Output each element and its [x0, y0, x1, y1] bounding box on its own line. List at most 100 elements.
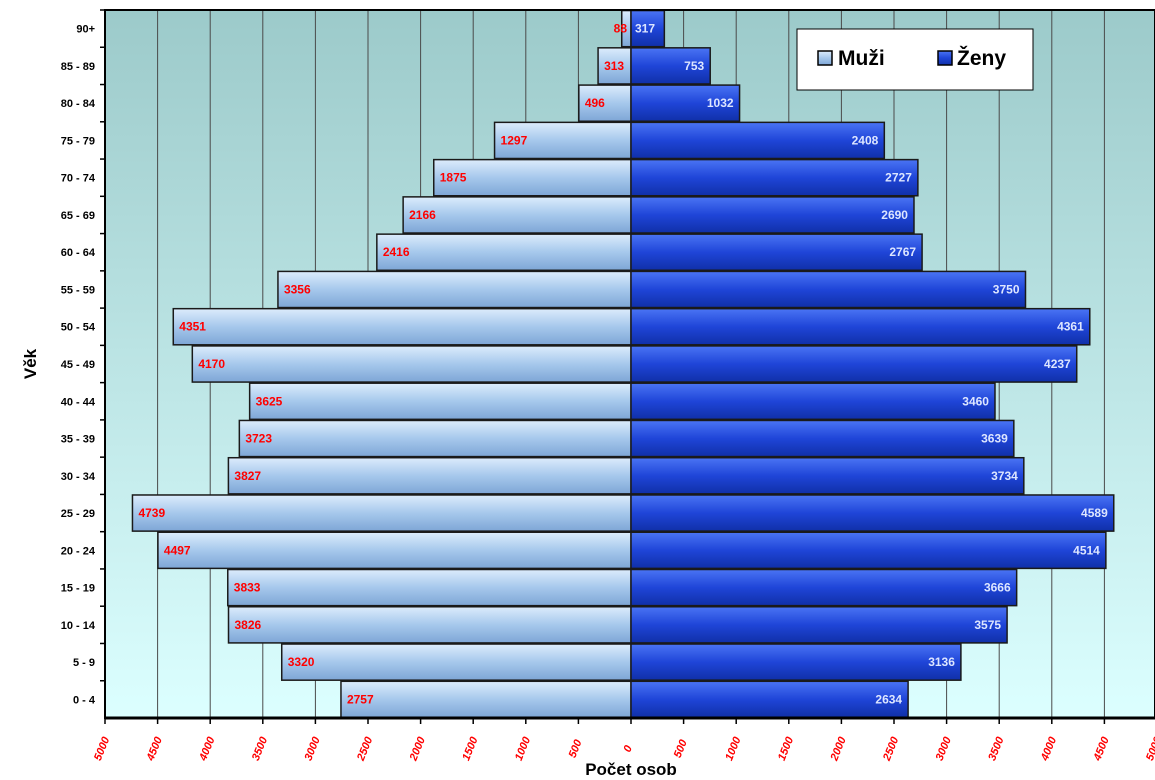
legend-label-muzi: Muži	[838, 47, 885, 70]
data-label-zeny: 2408	[852, 133, 879, 147]
bar-muzi	[402, 196, 632, 234]
bar-zeny	[630, 307, 1091, 346]
data-label-muzi: 496	[585, 96, 605, 110]
y-tick-label: 75 - 79	[61, 135, 95, 147]
data-label-muzi: 2416	[383, 245, 410, 259]
y-tick-label: 90+	[76, 24, 95, 36]
data-label-zeny: 4237	[1044, 357, 1071, 371]
y-tick-label: 45 - 49	[61, 359, 95, 371]
bar-muzi	[493, 121, 632, 160]
data-label-zeny: 3666	[984, 581, 1011, 595]
data-label-muzi: 3723	[245, 432, 272, 446]
bar-zeny	[630, 568, 1018, 607]
bar-zeny	[630, 121, 886, 160]
bar-zeny	[630, 494, 1115, 532]
bar-muzi	[277, 270, 632, 309]
x-tick-label: 5000	[92, 734, 113, 762]
bar-zeny	[630, 531, 1107, 570]
data-label-zeny: 2690	[881, 208, 908, 222]
data-labels: 88 317 313 753 496 1032 1297 2408 1875 2727 2166 26…	[138, 22, 1108, 707]
data-label-muzi: 2166	[409, 208, 436, 222]
bar-zeny	[630, 643, 962, 681]
y-tick-label: 5 - 9	[73, 657, 95, 669]
data-label-zeny: 3639	[981, 432, 1008, 446]
data-label-muzi: 3833	[234, 581, 261, 595]
x-tick-label: 3500	[986, 734, 1007, 762]
data-label-zeny: 3136	[928, 655, 955, 669]
y-tick-label: 85 - 89	[61, 61, 95, 73]
data-label-zeny: 2767	[889, 245, 916, 259]
data-label-muzi: 3826	[235, 618, 262, 632]
x-tick-label: 5000	[1144, 734, 1155, 762]
bar-zeny	[630, 606, 1008, 644]
x-tick-label: 4000	[1038, 734, 1059, 763]
bar-zeny	[630, 158, 919, 197]
bar-zeny	[630, 9, 666, 48]
y-tick-label: 55 - 59	[61, 284, 95, 296]
data-label-zeny: 753	[684, 59, 704, 73]
x-axis-title: Počet osob	[585, 760, 677, 779]
data-label-muzi: 3827	[234, 469, 261, 483]
x-tick-label: 4500	[144, 734, 165, 763]
data-label-zeny: 4514	[1073, 543, 1100, 557]
x-tick-label: 500	[672, 737, 690, 759]
bar-muzi	[376, 233, 632, 272]
bar-zeny	[630, 456, 1025, 495]
bar-muzi	[227, 568, 632, 607]
x-tick-label: 2000	[828, 734, 849, 763]
y-axis-title: Věk	[21, 348, 40, 379]
legend-label-zeny: Ženy	[957, 46, 1006, 70]
data-label-muzi: 4739	[138, 506, 165, 520]
data-label-muzi: 88	[614, 22, 628, 36]
x-tick-label: 4000	[197, 734, 218, 763]
x-tick-label: 1500	[776, 734, 797, 762]
y-tick-label: 80 - 84	[61, 98, 96, 110]
data-label-zeny: 2727	[885, 171, 912, 185]
data-label-zeny: 1032	[707, 96, 734, 110]
x-tick-label: 3000	[934, 734, 955, 762]
bar-muzi	[280, 643, 632, 681]
bar-zeny	[630, 47, 711, 85]
data-label-zeny: 4361	[1057, 320, 1084, 334]
bar-muzi	[131, 494, 632, 532]
bar-muzi	[433, 158, 632, 197]
x-tick-label: 1000	[723, 734, 744, 762]
y-tick-label: 25 - 29	[61, 508, 95, 520]
legend-swatch-zeny	[937, 50, 953, 66]
y-tick-label: 10 - 14	[61, 620, 96, 632]
bar-zeny	[630, 419, 1015, 458]
y-tick-label: 35 - 39	[61, 434, 95, 446]
data-label-muzi: 3320	[288, 655, 315, 669]
y-tick-label: 40 - 44	[61, 396, 96, 408]
legend-swatch-muzi	[817, 50, 833, 66]
data-label-muzi: 3356	[284, 282, 311, 296]
x-tick-label: 1500	[460, 734, 481, 762]
y-tick-label: 50 - 54	[61, 322, 96, 334]
data-label-zeny: 3460	[962, 394, 989, 408]
data-label-muzi: 1875	[440, 171, 467, 185]
bar-muzi	[227, 456, 632, 495]
x-tick-label: 3000	[302, 734, 323, 762]
bar-zeny	[630, 233, 923, 272]
bar-muzi	[578, 84, 632, 122]
y-tick-label: 0 - 4	[73, 694, 96, 706]
x-tick-label: 1000	[513, 734, 534, 762]
legend: Muži Ženy	[796, 28, 1034, 91]
x-tick-label: 500	[567, 737, 585, 759]
bar-zeny	[630, 345, 1078, 383]
x-tick-label: 2000	[407, 734, 428, 763]
data-label-zeny: 2634	[875, 692, 902, 706]
bar-muzi	[340, 680, 632, 719]
bar-muzi	[172, 307, 632, 346]
y-tick-label: 70 - 74	[61, 173, 96, 185]
data-label-zeny: 4589	[1081, 506, 1108, 520]
data-label-muzi: 1297	[501, 133, 528, 147]
y-tick-label: 65 - 69	[61, 210, 95, 222]
bars	[131, 9, 1115, 719]
x-tick-label: 2500	[355, 734, 376, 763]
x-tick-label: 0	[622, 743, 636, 754]
x-tick-label: 2500	[881, 734, 902, 763]
data-label-muzi: 4497	[164, 543, 191, 557]
bar-zeny	[630, 270, 1027, 309]
